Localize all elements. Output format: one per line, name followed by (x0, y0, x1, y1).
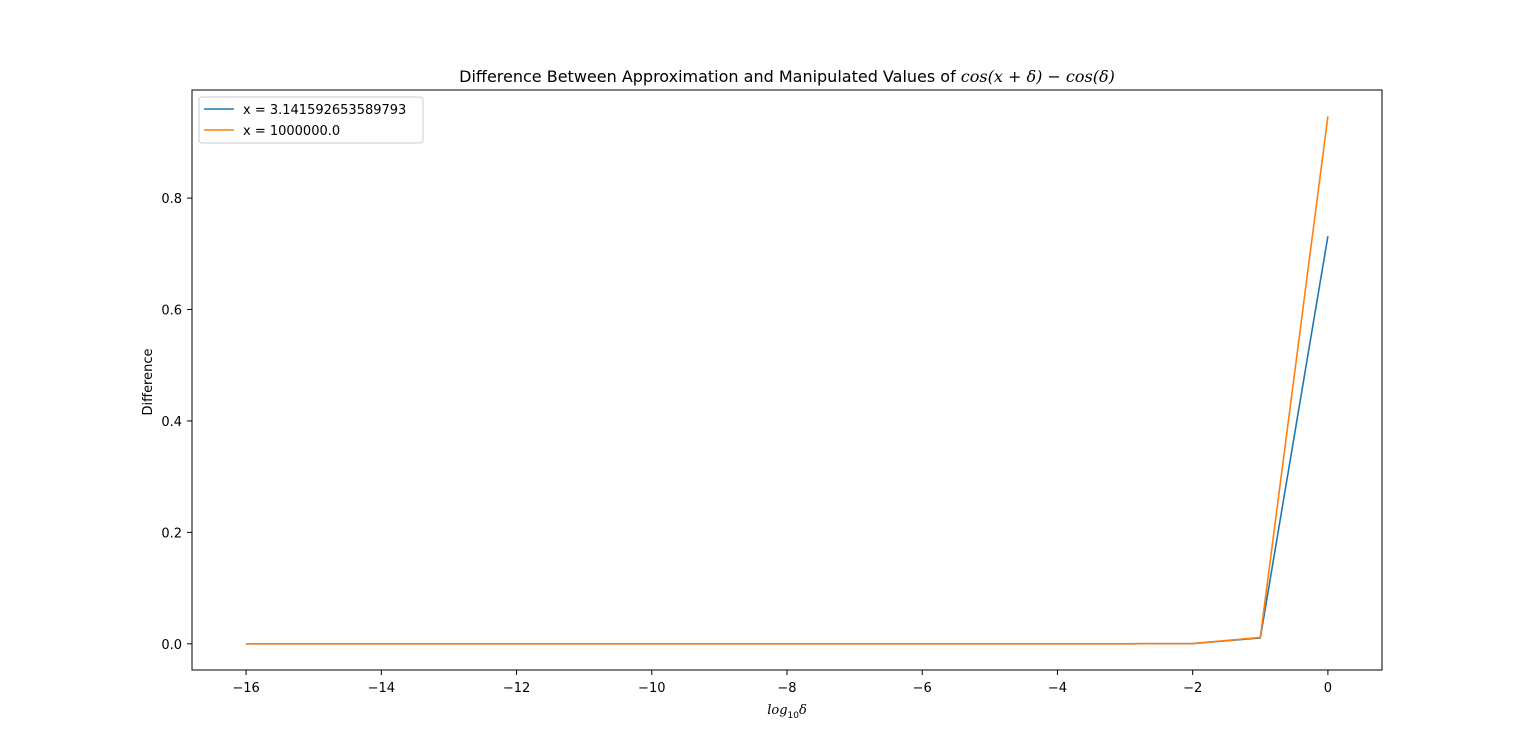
series-line-2 (246, 116, 1329, 645)
x-tick-label: −2 (1183, 681, 1202, 696)
chart-title-text: Difference Between Approximation and Man… (459, 67, 961, 86)
y-tick-label: 0.4 (161, 415, 182, 430)
legend-label-2: x = 1000000.0 (243, 124, 340, 139)
x-tick-label: −12 (503, 681, 530, 696)
y-tick-label: 0.2 (161, 526, 182, 541)
y-axis-ticks: 0.0 0.2 0.4 0.6 0.8 (161, 192, 192, 653)
x-axis-label-delta: δ (799, 703, 807, 718)
legend-label-1: x = 3.141592653589793 (243, 103, 406, 118)
legend: x = 3.141592653589793 x = 1000000.0 (198, 96, 424, 144)
y-tick-label: 0.6 (161, 304, 182, 319)
x-axis-label-sub: 10 (788, 711, 800, 721)
x-tick-label: −14 (368, 681, 395, 696)
chart-title-math: cos(x + δ) − cos(δ) (961, 67, 1115, 86)
x-tick-label: −6 (913, 681, 932, 696)
x-axis-label: log10δ (767, 703, 807, 721)
chart-title: Difference Between Approximation and Man… (459, 67, 1115, 86)
x-tick-label: −16 (232, 681, 259, 696)
y-axis-label: Difference (141, 348, 156, 415)
x-tick-label: −8 (777, 681, 796, 696)
x-axis-label-log: log (767, 703, 787, 718)
x-tick-label: 0 (1324, 681, 1332, 696)
y-tick-label: 0.0 (161, 638, 182, 653)
x-tick-label: −4 (1048, 681, 1067, 696)
x-tick-label: −10 (638, 681, 665, 696)
legend-frame (198, 96, 424, 144)
series-lines (246, 116, 1329, 645)
x-axis-ticks: −16 −14 −12 −10 −8 −6 −4 −2 0 (232, 670, 1332, 696)
plot-area-frame (191, 89, 1383, 671)
y-tick-label: 0.8 (161, 192, 182, 207)
